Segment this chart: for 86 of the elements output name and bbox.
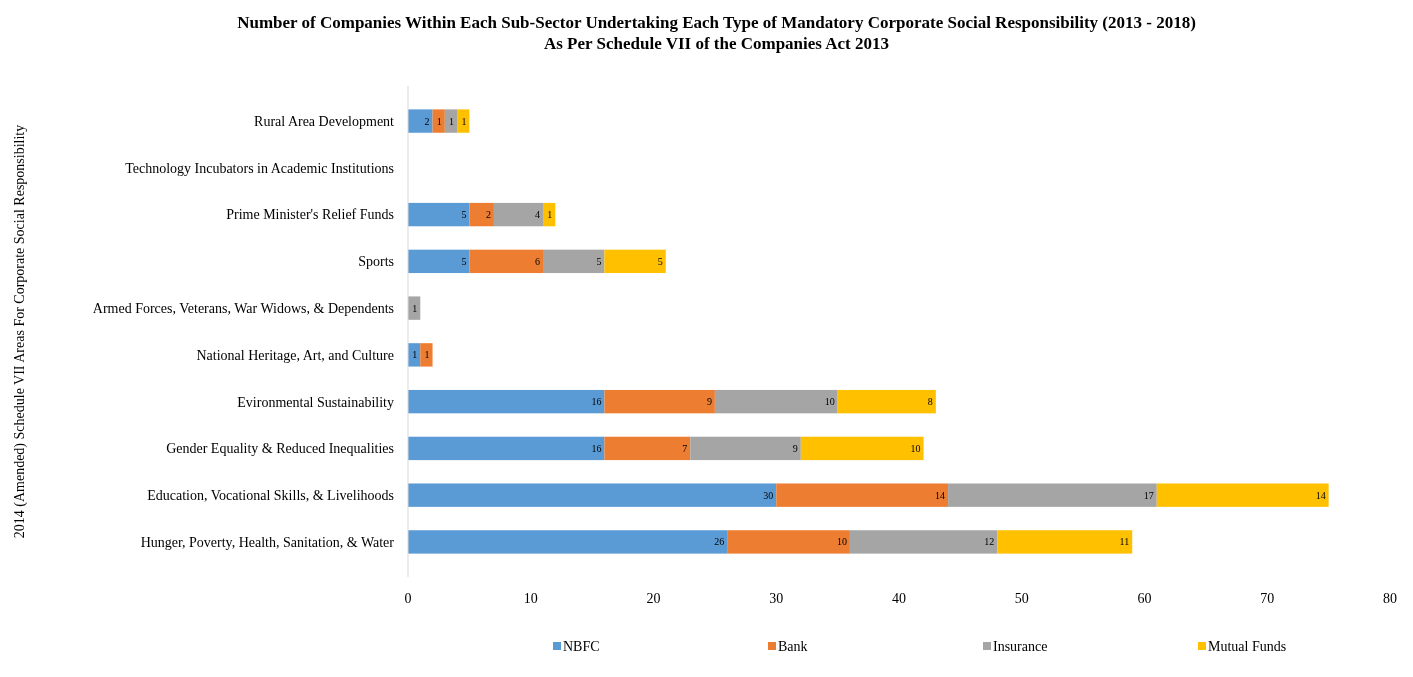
data-label: 17 bbox=[1143, 489, 1154, 501]
data-label: 5 bbox=[657, 255, 663, 267]
data-label: 26 bbox=[714, 536, 725, 548]
x-tick-label: 0 bbox=[404, 591, 412, 606]
data-label: 5 bbox=[596, 255, 602, 267]
bar bbox=[457, 109, 470, 133]
data-label: 5 bbox=[461, 209, 467, 221]
data-label: 9 bbox=[706, 396, 712, 408]
data-label: 6 bbox=[535, 255, 541, 267]
bar bbox=[948, 483, 1157, 507]
bar bbox=[408, 202, 470, 227]
bar bbox=[714, 389, 838, 414]
data-label: 16 bbox=[591, 396, 602, 408]
y-tick-label: Sports bbox=[358, 254, 394, 270]
data-label: 10 bbox=[824, 396, 835, 408]
legend-label: Bank bbox=[778, 639, 808, 654]
data-label: 14 bbox=[935, 489, 946, 501]
data-label: 30 bbox=[763, 489, 774, 501]
data-label: 9 bbox=[792, 442, 798, 454]
x-tick-label: 20 bbox=[646, 591, 661, 606]
data-label: 8 bbox=[927, 396, 933, 408]
bar bbox=[543, 202, 556, 227]
bar bbox=[604, 436, 691, 461]
bar bbox=[604, 389, 715, 414]
data-label: 10 bbox=[836, 536, 847, 548]
bar bbox=[420, 343, 433, 367]
y-tick-label: National Heritage, Art, and Culture bbox=[196, 347, 394, 363]
chart-subtitle: As Per Schedule VII of the Companies Act 2013 bbox=[543, 34, 890, 53]
bar bbox=[837, 389, 936, 414]
data-label: 1 bbox=[412, 302, 418, 314]
data-label: 1 bbox=[436, 115, 442, 127]
bar bbox=[408, 109, 433, 133]
bar bbox=[469, 202, 494, 227]
bar bbox=[997, 530, 1133, 554]
data-label: 5 bbox=[461, 255, 467, 267]
y-tick-label: Gender Equality & Reduced Inequalities bbox=[166, 441, 394, 457]
bar bbox=[1156, 483, 1329, 507]
bar bbox=[776, 483, 949, 507]
data-label: 1 bbox=[461, 115, 467, 127]
x-tick-label: 30 bbox=[769, 591, 784, 606]
data-label: 14 bbox=[1315, 489, 1326, 501]
bar bbox=[408, 389, 605, 414]
bar bbox=[444, 109, 458, 133]
chart-title: Number of Companies Within Each Sub-Sector Undertaking Each Type of Mandatory Corporate Social Responsibility (2013 - 2018) bbox=[237, 13, 1196, 32]
bar bbox=[800, 436, 924, 461]
x-tick-label: 60 bbox=[1137, 591, 1152, 606]
y-tick-label: Rural Area Development bbox=[254, 113, 395, 129]
bar bbox=[408, 530, 728, 554]
y-tick-label: Prime Minister's Relief Funds bbox=[226, 207, 394, 223]
bar bbox=[849, 530, 998, 554]
data-label: 11 bbox=[1119, 536, 1130, 548]
y-tick-label: Evironmental Sustainability bbox=[237, 394, 394, 410]
data-label: 12 bbox=[984, 536, 995, 548]
bar bbox=[408, 483, 777, 507]
y-axis-title: 2014 (Amended) Schedule VII Areas For Corporate Social Responsibility bbox=[12, 124, 28, 539]
bar bbox=[493, 202, 544, 227]
x-tick-label: 70 bbox=[1260, 591, 1275, 606]
x-tick-label: 50 bbox=[1014, 591, 1029, 606]
legend-label: NBFC bbox=[563, 639, 600, 654]
data-label: 4 bbox=[535, 209, 541, 221]
y-tick-label: Armed Forces, Veterans, War Widows, & Dependents bbox=[92, 301, 394, 317]
data-label: 16 bbox=[591, 442, 602, 454]
x-tick-label: 80 bbox=[1383, 591, 1397, 606]
bar bbox=[469, 249, 544, 274]
bar bbox=[604, 249, 666, 274]
y-tick-label: Hunger, Poverty, Health, Sanitation, & Water bbox=[140, 534, 395, 550]
bar bbox=[432, 109, 445, 133]
data-label: 7 bbox=[682, 442, 688, 454]
data-label: 1 bbox=[424, 349, 430, 361]
y-tick-label: Technology Incubators in Academic Institutions bbox=[125, 160, 394, 176]
bar bbox=[408, 436, 605, 461]
data-label: 2 bbox=[485, 209, 491, 221]
y-tick-label: Education, Vocational Skills, & Livelihoods bbox=[147, 488, 394, 504]
data-label: 1 bbox=[449, 115, 455, 127]
legend-label: Mutual Funds bbox=[1208, 639, 1287, 654]
bar bbox=[408, 249, 470, 274]
data-label: 2 bbox=[424, 115, 430, 127]
data-label: 10 bbox=[910, 442, 921, 454]
x-tick-label: 10 bbox=[523, 591, 538, 606]
bar bbox=[543, 249, 605, 274]
legend-label: Insurance bbox=[993, 639, 1048, 654]
data-label: 1 bbox=[547, 209, 553, 221]
bar bbox=[690, 436, 801, 461]
bar bbox=[727, 530, 850, 554]
data-label: 1 bbox=[412, 349, 418, 361]
x-tick-label: 40 bbox=[892, 591, 906, 606]
